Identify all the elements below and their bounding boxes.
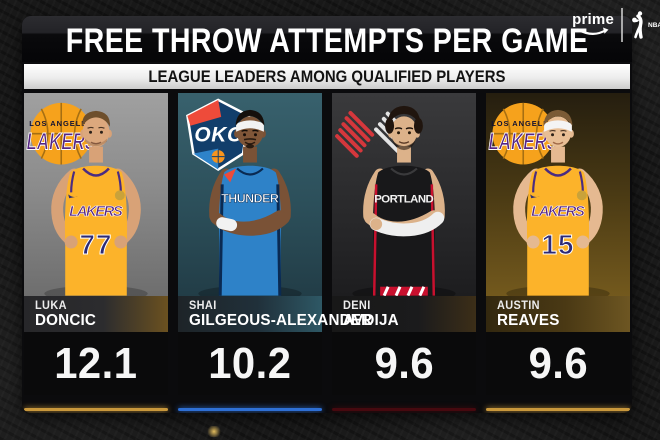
player-last-name: GILGEOUS-ALEXANDER (189, 312, 373, 330)
accent-line (24, 408, 168, 411)
nba-label: NBA (648, 21, 660, 29)
prime-logo: prime (572, 10, 614, 38)
page-title: FREE THROW ATTEMPTS PER GAME (65, 22, 589, 60)
svg-text:77: 77 (80, 229, 113, 260)
branding-bar: prime NBA (572, 8, 660, 42)
player-first-name: SHAI (189, 300, 217, 313)
player-nameplate: AUSTIN REAVES (486, 295, 630, 333)
player-photo: OKC THUNDER (178, 93, 322, 296)
player-card-deni-avdija: PORTLAND (332, 93, 476, 395)
svg-text:LOS ANGELES: LOS ANGELES (491, 119, 555, 128)
player-card-austin-reaves: LOS ANGELES LAKERS LAKERS 1 (486, 93, 630, 395)
svg-text:PORTLAND: PORTLAND (374, 193, 434, 205)
player-first-name: DENI (343, 300, 371, 313)
player-last-name: REAVES (497, 312, 560, 330)
prime-wordmark: prime (572, 10, 614, 28)
svg-text:15: 15 (542, 229, 575, 260)
stats-panel: FREE THROW ATTEMPTS PER GAME LEAGUE LEAD… (22, 16, 632, 413)
stat-value: 9.6 (332, 332, 476, 395)
prime-smile-icon (576, 27, 609, 35)
player-last-name: AVDIJA (343, 312, 399, 330)
player-photo: LOS ANGELES LAKERS LAKERS 1 (486, 93, 630, 296)
player-card-luka-doncic: LOS ANGELES LAKERS LAKERS 7 (24, 93, 168, 395)
page-subtitle: LEAGUE LEADERS AMONG QUALIFIED PLAYERS (148, 66, 506, 86)
player-nameplate: SHAI GILGEOUS-ALEXANDER (178, 295, 373, 333)
player-figure: LAKERS 77 (51, 110, 141, 296)
player-first-name: AUSTIN (497, 300, 540, 313)
branding-divider (621, 8, 623, 42)
accent-line (486, 408, 630, 411)
sponsor-patch-icon (114, 190, 125, 201)
player-nameplate: DENI AVDIJA (332, 295, 476, 333)
accent-line (332, 408, 476, 411)
stat-value: 10.2 (178, 332, 322, 395)
accent-line (178, 408, 322, 411)
nike-swoosh-icon (530, 194, 541, 199)
player-photo: LOS ANGELES LAKERS LAKERS 7 (24, 93, 168, 296)
nba-logo-icon: NBA (630, 10, 660, 40)
player-figure: LAKERS 15 (513, 109, 603, 296)
player-last-name: DONCIC (35, 312, 97, 330)
sponsor-patch-icon (576, 190, 587, 201)
lakers-logo: LOS ANGELES LAKERS (488, 102, 559, 165)
stat-value: 9.6 (486, 332, 630, 395)
light-glint (206, 426, 222, 437)
player-nameplate: LUKA DONCIC (24, 295, 168, 333)
team-accent-lines (24, 408, 630, 411)
nike-swoosh-icon (68, 194, 79, 199)
player-cards-row: LOS ANGELES LAKERS LAKERS 7 (24, 93, 630, 395)
svg-text:OKC: OKC (194, 124, 243, 147)
player-photo: PORTLAND (332, 93, 476, 296)
player-figure: PORTLAND (363, 105, 445, 296)
svg-text:LAKERS: LAKERS (531, 204, 585, 220)
svg-text:LOS ANGELES: LOS ANGELES (29, 119, 93, 128)
player-first-name: LUKA (35, 300, 67, 313)
thunder-logo: OKC (186, 98, 251, 171)
subtitle-bar: LEAGUE LEADERS AMONG QUALIFIED PLAYERS (24, 64, 630, 89)
title-bar: FREE THROW ATTEMPTS PER GAME (22, 16, 632, 62)
player-card-shai-gilgeous-alexander: OKC THUNDER (178, 93, 373, 395)
stat-value: 12.1 (24, 332, 168, 395)
player-figure: THUNDER (209, 109, 291, 296)
svg-text:THUNDER: THUNDER (221, 191, 279, 205)
svg-text:LAKERS: LAKERS (69, 204, 123, 220)
